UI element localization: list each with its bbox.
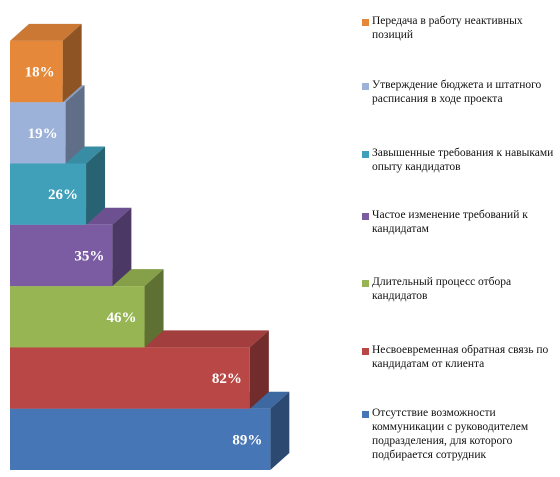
bar-front-face — [10, 408, 271, 470]
bar-front-face — [10, 102, 66, 164]
legend-item: Несвоевременная обратная связь по кандид… — [362, 343, 558, 371]
legend-swatch — [362, 348, 369, 355]
bar-side-face — [144, 269, 164, 348]
legend-item: Частое изменение требований к кандидатам — [362, 208, 558, 236]
data-label: 26% — [48, 187, 78, 203]
legend-item: Завышенные требования к навыками опыту к… — [362, 146, 558, 174]
bar-side-face — [112, 207, 132, 287]
bar-1 — [10, 23, 82, 103]
legend-swatch — [362, 411, 369, 418]
bar-side-face — [62, 23, 82, 103]
legend-swatch — [362, 213, 369, 220]
legend-label: Передача в работу неактивных позиций — [372, 15, 523, 41]
bar-front-face — [10, 347, 250, 409]
bar-front-face — [10, 163, 87, 225]
data-label: 19% — [28, 126, 58, 142]
legend: Передача в работу неактивных позиций Утве… — [362, 0, 558, 477]
legend-swatch — [362, 19, 369, 26]
legend-label: Несвоевременная обратная связь по кандид… — [372, 344, 549, 370]
legend-label: Частое изменение требований к кандидатам — [372, 209, 528, 235]
legend-swatch — [362, 151, 369, 158]
bar-side-face — [86, 146, 106, 225]
legend-label: Завышенные требования к навыками опыту к… — [372, 147, 554, 173]
bar-front-face — [10, 40, 63, 103]
legend-swatch — [362, 83, 369, 90]
data-label: 46% — [107, 310, 137, 326]
data-label: 89% — [232, 432, 262, 448]
legend-item: Отсутствие возможности коммуникации с ру… — [362, 406, 558, 462]
bar-side-face — [270, 391, 290, 470]
bar-side-face — [65, 85, 85, 164]
bar-top-face — [10, 23, 82, 41]
legend-swatch — [362, 280, 369, 287]
data-label: 82% — [212, 371, 242, 387]
data-label: 18% — [25, 65, 55, 81]
bar-front-face — [10, 224, 113, 287]
legend-label: Отсутствие возможности коммуникации с ру… — [372, 407, 529, 461]
legend-item: Утверждение бюджета и штатного расписани… — [362, 78, 558, 106]
legend-item: Длительный процесс отбора кандидатов — [362, 275, 558, 303]
legend-item: Передача в работу неактивных позиций — [362, 14, 558, 42]
data-label: 35% — [74, 248, 104, 264]
legend-label: Утверждение бюджета и штатного расписани… — [372, 79, 542, 105]
bar-side-face — [249, 330, 269, 409]
bar-front-face — [10, 286, 145, 348]
legend-label: Длительный процесс отбора кандидатов — [372, 276, 512, 302]
